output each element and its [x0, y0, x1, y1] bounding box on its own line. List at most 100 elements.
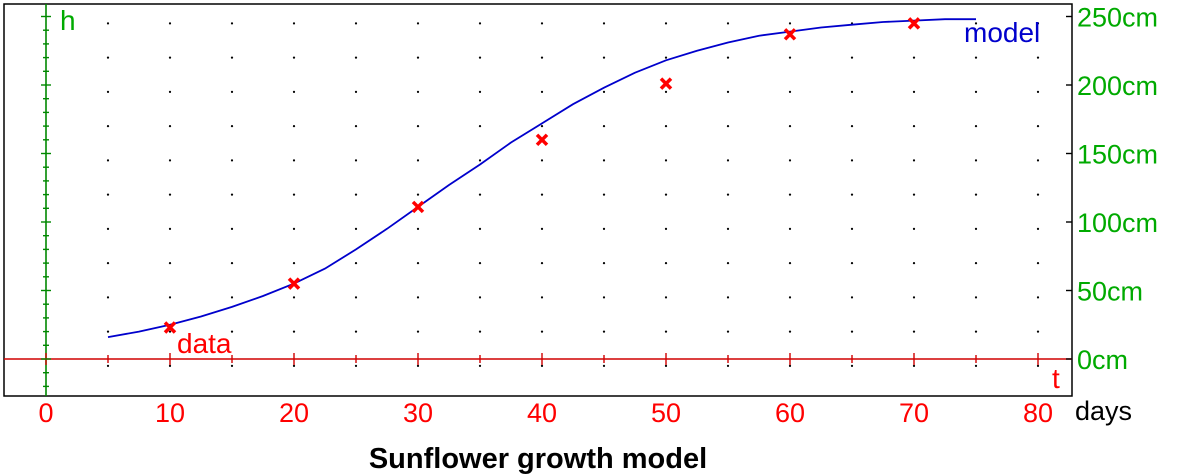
grid-dot — [168, 193, 172, 196]
grid-dot — [292, 159, 296, 162]
grid-dot — [974, 330, 978, 333]
grid-dots — [106, 22, 1040, 367]
grid-dot — [540, 90, 544, 93]
grid-dot — [540, 262, 544, 265]
grid-dot — [726, 125, 730, 128]
grid-dot — [1036, 22, 1040, 25]
grid-dot — [974, 262, 978, 265]
series-layer — [107, 17, 976, 338]
grid-dot — [292, 56, 296, 59]
grid-dot — [726, 159, 730, 162]
grid-dot — [540, 22, 544, 25]
grid-dot — [788, 159, 792, 162]
grid-dot — [168, 227, 172, 230]
x-tick-label: 80 — [1023, 398, 1053, 428]
grid-dot — [726, 227, 730, 230]
grid-dot — [292, 90, 296, 93]
grid-dot — [478, 296, 482, 299]
data-point-stroke — [783, 28, 797, 41]
grid-dot — [788, 193, 792, 196]
grid-dot — [602, 364, 606, 367]
grid-dot — [850, 262, 854, 265]
data-point — [287, 277, 301, 290]
data-point-stroke — [411, 200, 425, 214]
grid-dot — [230, 125, 234, 128]
series-label-data: data — [177, 328, 232, 359]
grid-dot — [416, 330, 420, 333]
grid-dot — [106, 227, 110, 230]
grid-dot — [416, 193, 420, 196]
grid-dot — [354, 330, 358, 333]
y-tick-label: 50cm — [1077, 277, 1143, 307]
grid-dot — [1036, 90, 1040, 93]
data-point-stroke — [535, 133, 549, 147]
grid-dot — [106, 125, 110, 128]
grid-dot — [912, 262, 916, 265]
grid-dot — [168, 56, 172, 59]
grid-dot — [168, 330, 172, 333]
series-label-model: model — [964, 17, 1040, 48]
grid-dot — [416, 22, 420, 25]
grid-dot — [106, 262, 110, 265]
x-axis-letter: t — [1052, 363, 1060, 394]
grid-dot — [540, 159, 544, 162]
grid-dot — [168, 90, 172, 93]
grid-dot — [726, 330, 730, 333]
tick-labels: 0 10 20 30 40 50 60 70 80 0cm 50cm 100cm 150cm 200cm 2… — [38, 3, 1158, 429]
grid-dot — [974, 296, 978, 299]
grid-dot — [416, 90, 420, 93]
grid-dot — [1036, 56, 1040, 59]
grid-dot — [354, 159, 358, 162]
grid-dot — [416, 262, 420, 265]
grid-dot — [788, 262, 792, 265]
grid-dot — [354, 56, 358, 59]
grid-dot — [788, 330, 792, 333]
grid-dot — [540, 296, 544, 299]
grid-dot — [602, 227, 606, 230]
grid-dot — [602, 90, 606, 93]
grid-dot — [354, 22, 358, 25]
grid-dot — [354, 262, 358, 265]
grid-dot — [230, 296, 234, 299]
grid-dot — [416, 56, 420, 59]
grid-dot — [850, 90, 854, 93]
grid-dot — [106, 159, 110, 162]
data-point-stroke — [907, 17, 921, 30]
y-tick-label: 200cm — [1077, 71, 1158, 101]
grid-dot — [912, 90, 916, 93]
grid-dot — [664, 22, 668, 25]
grid-dot — [664, 262, 668, 265]
grid-dot — [478, 22, 482, 25]
data-point — [535, 133, 549, 147]
grid-dot — [602, 296, 606, 299]
grid-dot — [354, 364, 358, 367]
grid-dot — [168, 262, 172, 265]
grid-dot — [416, 159, 420, 162]
grid-dot — [726, 193, 730, 196]
data-point — [659, 77, 673, 90]
grid-dot — [478, 90, 482, 93]
grid-dot — [788, 22, 792, 25]
grid-dot — [850, 193, 854, 196]
grid-dot — [1036, 125, 1040, 128]
grid-dot — [974, 227, 978, 230]
grid-dot — [540, 227, 544, 230]
grid-dot — [292, 262, 296, 265]
grid-dot — [540, 56, 544, 59]
grid-dot — [416, 227, 420, 230]
grid-dot — [912, 193, 916, 196]
grid-dot — [850, 330, 854, 333]
grid-dot — [168, 22, 172, 25]
x-tick-label: 70 — [899, 398, 929, 428]
grid-dot — [664, 56, 668, 59]
grid-dot — [664, 296, 668, 299]
data-point — [411, 200, 425, 214]
y-tick-label: 0cm — [1077, 345, 1128, 375]
chart-title: Sunflower growth model — [369, 443, 707, 475]
grid-dot — [1036, 262, 1040, 265]
grid-dot — [664, 330, 668, 333]
x-tick-label: 60 — [775, 398, 805, 428]
grid-dot — [850, 227, 854, 230]
grid-dot — [664, 193, 668, 196]
grid-dot — [726, 56, 730, 59]
